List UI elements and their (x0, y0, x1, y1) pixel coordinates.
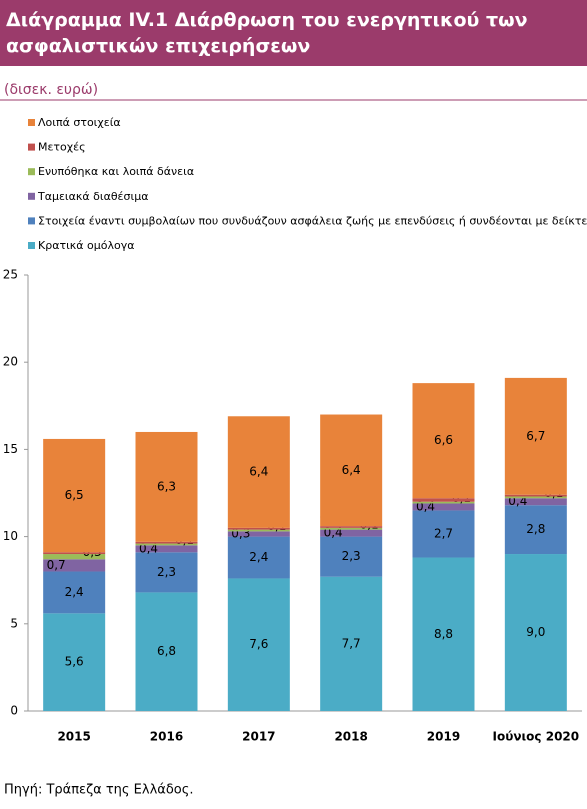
bar-segment (504, 377, 567, 495)
value-label: 2,4 (249, 550, 268, 564)
bar-segment (43, 559, 106, 572)
bar-segment (504, 498, 567, 506)
legend-swatch (28, 217, 35, 225)
bar-segment (227, 536, 290, 579)
value-label: 2,3 (342, 549, 361, 563)
bar-segment (135, 592, 198, 711)
value-label: 5,6 (65, 655, 84, 669)
value-label: 2,7 (434, 526, 453, 540)
y-tick-label: 10 (3, 529, 18, 543)
x-tick-label: 2019 (427, 730, 460, 744)
bar-segment (320, 526, 383, 528)
bar-segment (227, 416, 290, 528)
bar-segment (43, 552, 106, 555)
y-tick-label: 15 (3, 442, 18, 456)
title-banner (0, 0, 587, 66)
bar-segment (43, 613, 106, 711)
value-label: 6,6 (434, 433, 453, 447)
bar-segment (43, 438, 106, 553)
bar-segment (227, 527, 290, 530)
y-tick-label: 5 (10, 616, 18, 630)
x-tick-label: 2017 (242, 730, 275, 744)
legend-label: Στοιχεία έναντι συμβολαίων που συνδυάζου… (38, 214, 587, 227)
bar-segment (320, 414, 383, 527)
value-label: 6,4 (342, 463, 361, 477)
legend-swatch (28, 242, 35, 249)
bar-segment (227, 529, 290, 532)
bar-segment (504, 554, 567, 711)
legend-label: Μετοχές (38, 141, 86, 154)
value-label: 2,3 (157, 565, 176, 579)
bar-segment (412, 557, 475, 711)
bar-segment (504, 496, 567, 499)
bar-segment (227, 578, 290, 711)
bar-segment (412, 383, 475, 499)
bar-segment (135, 541, 198, 544)
value-label: 7,7 (342, 636, 361, 650)
bar-segment (320, 536, 383, 577)
bar-segment (504, 494, 567, 497)
value-label: 8,8 (434, 627, 453, 641)
y-tick-label: 20 (3, 355, 18, 369)
value-label: 2,8 (526, 522, 545, 536)
y-tick-label: 0 (10, 704, 18, 718)
x-tick-label: 2015 (57, 730, 90, 744)
source: Πηγή: Τράπεζα της Ελλάδος. (4, 783, 194, 798)
bar-segment (135, 545, 198, 553)
bar-segment (320, 576, 383, 711)
x-tick-label: Ιούνιος 2020 (493, 730, 580, 744)
value-label: 2,4 (65, 585, 84, 599)
bar-segment (412, 503, 475, 511)
bar-segment (412, 501, 475, 504)
value-label: 6,7 (526, 429, 545, 443)
value-label: 7,6 (249, 637, 268, 651)
x-tick-label: 2018 (334, 730, 367, 744)
bar-segment (135, 431, 198, 542)
legend-label: Ταμειακά διαθέσιμα (37, 190, 148, 203)
legend-swatch (28, 192, 35, 200)
bar-segment (227, 531, 290, 537)
value-label: 9,0 (526, 625, 545, 639)
legend-label: Κρατικά ομόλογα (38, 239, 134, 252)
bar-segment (135, 552, 198, 593)
bar-segment (504, 505, 567, 555)
bar-segment (412, 498, 475, 502)
bar-segment (320, 527, 383, 530)
x-tick-label: 2016 (150, 730, 183, 744)
bar-segment (412, 510, 475, 558)
bar-segment (43, 571, 106, 614)
legend-swatch (28, 143, 35, 151)
value-label: 6,5 (65, 488, 84, 502)
y-tick-label: 25 (3, 268, 18, 282)
chart-title: Διάγραμμα IV.1 Διάρθρωση του ενεργητικού… (6, 9, 528, 57)
value-label: 6,4 (249, 465, 268, 479)
legend-label: Λοιπά στοιχεία (38, 116, 121, 129)
value-label: 0,7 (47, 558, 66, 572)
value-label: 6,3 (157, 479, 176, 493)
bar-segment (43, 554, 106, 560)
bar-segment (135, 543, 198, 546)
legend-label: Ενυπόθηκα και λοιπά δάνεια (38, 165, 194, 178)
legend-swatch (28, 119, 35, 126)
value-label: 6,8 (157, 644, 176, 658)
bar-segment (320, 529, 383, 537)
chart-subtitle: (δισεκ. ευρώ) (4, 82, 98, 98)
legend-swatch (28, 168, 35, 176)
